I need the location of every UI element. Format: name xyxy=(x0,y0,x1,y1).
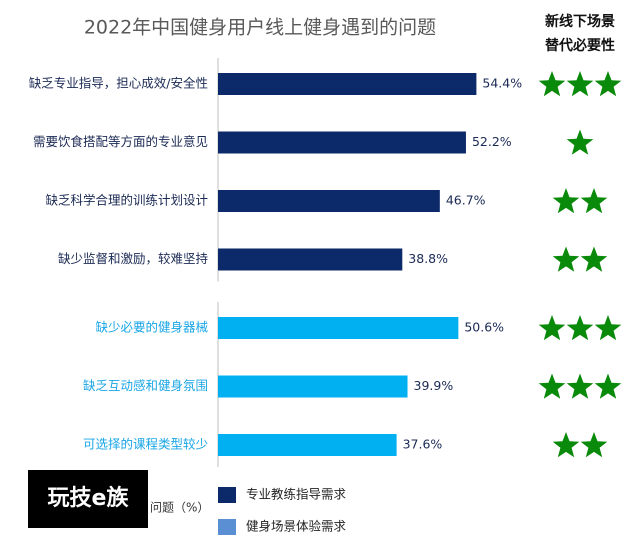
star xyxy=(566,129,594,155)
category-label: 缺乏互动感和健身氛围 xyxy=(83,378,208,393)
star xyxy=(552,188,580,214)
bar xyxy=(218,375,408,398)
value-label: 52.2% xyxy=(472,134,512,149)
category-label: 需要饮食搭配等方面的专业意见 xyxy=(33,134,208,149)
legend-swatch xyxy=(218,519,236,535)
category-label: 可选择的课程类型较少 xyxy=(83,437,208,452)
star xyxy=(580,246,608,272)
bar xyxy=(218,317,459,339)
chart-title: 2022年中国健身用户线上健身遇到的问题 xyxy=(84,17,436,39)
value-label: 37.6% xyxy=(403,437,443,452)
watermark: 玩技e族 xyxy=(48,485,130,511)
star xyxy=(594,373,622,399)
star xyxy=(538,315,566,341)
star xyxy=(594,71,622,97)
star xyxy=(552,246,580,272)
value-label: 54.4% xyxy=(482,76,522,91)
bar xyxy=(218,248,403,271)
star xyxy=(566,71,594,97)
star xyxy=(580,188,608,214)
category-label: 缺乏科学合理的训练计划设计 xyxy=(45,193,208,208)
value-label: 39.9% xyxy=(414,378,454,393)
value-label: 46.7% xyxy=(446,193,486,208)
bar xyxy=(218,190,440,212)
category-label: 缺少必要的健身器械 xyxy=(95,320,208,335)
category-label: 缺少监督和激励，较难坚持 xyxy=(58,251,208,266)
legend-label: 健身场景体验需求 xyxy=(246,519,347,534)
star xyxy=(566,315,594,341)
legend-label: 专业教练指导需求 xyxy=(246,487,347,502)
star xyxy=(538,373,566,399)
star xyxy=(566,373,594,399)
axis-label: 问题（%） xyxy=(150,501,209,515)
category-label: 缺乏专业指导，担心成效/安全性 xyxy=(29,76,208,91)
star xyxy=(580,432,608,458)
value-label: 38.8% xyxy=(408,251,448,266)
bar xyxy=(218,73,477,95)
legend-swatch xyxy=(218,487,236,503)
star xyxy=(552,432,580,458)
stars-title: 替代必要性 xyxy=(545,37,615,54)
stars-title: 新线下场景 xyxy=(545,13,615,30)
watermark-box xyxy=(28,470,148,528)
bar xyxy=(218,131,466,154)
bar xyxy=(218,434,397,456)
star xyxy=(538,71,566,97)
star xyxy=(594,315,622,341)
value-label: 50.6% xyxy=(464,320,504,335)
